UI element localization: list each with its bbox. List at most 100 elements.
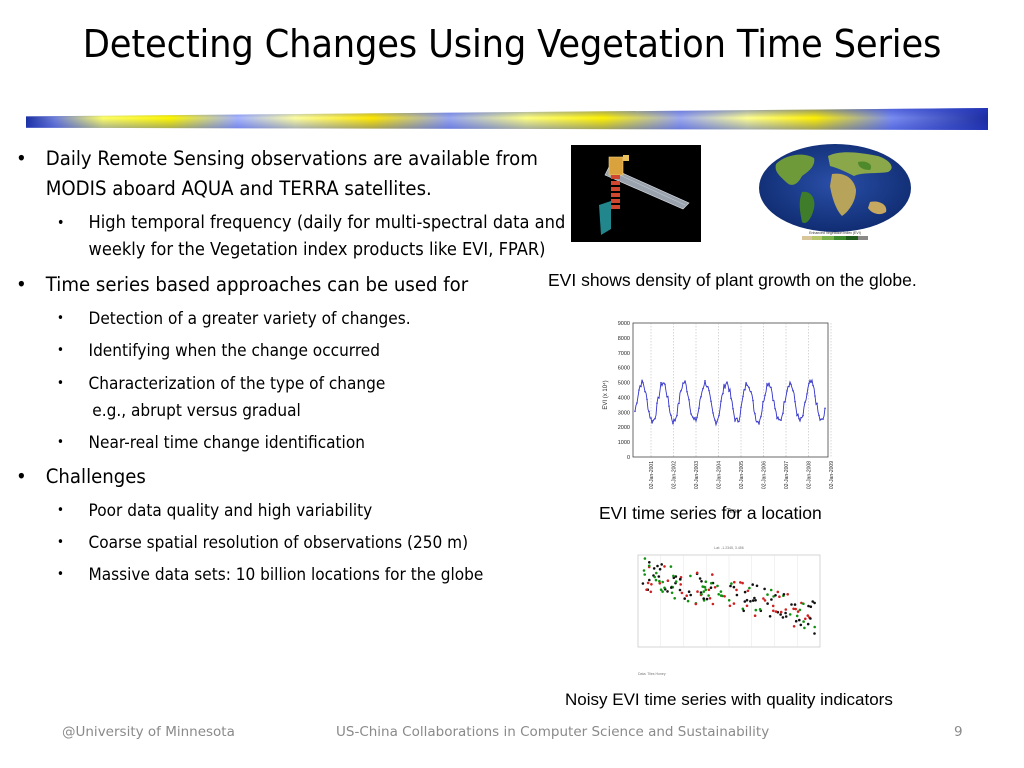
evi-quality-point [727, 599, 731, 602]
evi-quality-point [655, 571, 658, 575]
evi-quality-point [707, 594, 710, 597]
y-tick-label: 9000 [618, 321, 630, 327]
evi-point [780, 419, 782, 421]
evi-point [816, 402, 818, 405]
evi-quality-point [701, 585, 704, 588]
y-tick-label: 5000 [618, 381, 630, 387]
bullet-text: Massive data sets: 10 billion locations … [88, 565, 484, 584]
evi-quality-point [707, 588, 711, 592]
evi-quality-point [813, 625, 816, 629]
bullet-ch-item: • Poor data quality and high variability [16, 498, 619, 524]
evi-quality-point [774, 610, 778, 613]
evi-point [814, 395, 816, 397]
evi-point [778, 418, 780, 421]
evi-point [680, 390, 682, 392]
evi-point [796, 414, 798, 417]
evi-point [740, 406, 742, 409]
x-tick-label: 02-Jan-2003 [694, 461, 700, 489]
evi-point [788, 385, 790, 388]
evi-quality-point [807, 604, 810, 608]
evi-quality-point [735, 593, 739, 597]
evi-quality-point [754, 608, 758, 612]
evi-quality-point [704, 588, 708, 592]
bullet-dot: • [16, 147, 27, 170]
evi-point [658, 397, 660, 399]
x-tick-label: 02-Jan-2002 [672, 461, 678, 489]
decorative-banner-shade [26, 108, 988, 130]
evi-quality-point [748, 586, 751, 590]
noisy-evi-chart: Lat: -1.2345, 3.456 Data: Tiles Honey [616, 537, 826, 682]
evi-quality-point [654, 578, 658, 582]
evi-series-line [634, 378, 826, 427]
evi-quality-point [652, 567, 656, 570]
evi-quality-point [784, 615, 788, 618]
globe-evi-map: Enhanced Vegetation Index (EVI) [759, 144, 911, 240]
y-tick-label: 0 [627, 455, 630, 461]
evi-point [808, 382, 810, 385]
evi-quality-point [649, 590, 653, 594]
evi-point [764, 394, 766, 397]
evi-point [734, 420, 736, 422]
evi-point [720, 400, 722, 402]
evi-quality-point [813, 601, 816, 605]
chart2-bottom-label: Data: Tiles Honey [638, 672, 666, 676]
slide-title: Detecting Changes Using Vegetation Time … [82, 22, 942, 66]
caption-noisy: Noisy EVI time series with quality indic… [565, 690, 893, 709]
globe-evi-image: Enhanced Vegetation Index (EVI) [758, 142, 912, 246]
evi-point [670, 414, 672, 417]
evi-quality-point [713, 586, 717, 589]
evi-point [660, 381, 662, 384]
evi-quality-point [774, 594, 777, 597]
evi-point [736, 417, 738, 420]
x-tick-label: 02-Jan-2001 [649, 461, 655, 489]
noisy-evi-svg: Lat: -1.2345, 3.456 Data: Tiles Honey [637, 546, 821, 676]
caption-globe: EVI shows density of plant growth on the… [548, 270, 917, 290]
evi-point [714, 419, 716, 421]
evi-quality-point [694, 602, 698, 606]
bullet-text: Coarse spatial resolution of observation… [88, 533, 469, 552]
evi-point [726, 381, 728, 383]
evi-quality-point [702, 597, 705, 600]
evi-quality-point [741, 607, 745, 611]
evi-quality-point [758, 608, 762, 611]
evi-point [644, 390, 646, 393]
evi-quality-point [746, 589, 750, 593]
evi-quality-point [733, 580, 736, 584]
evi-point [634, 410, 636, 413]
chart2-top-label: Lat: -1.2345, 3.456 [714, 546, 743, 550]
satellite-image [571, 145, 701, 242]
evi-quality-point [753, 596, 756, 600]
evi-point [730, 397, 732, 400]
evi-point [742, 395, 744, 398]
evi-point [664, 383, 666, 386]
bullet-dot: • [56, 343, 65, 358]
evi-quality-point [678, 577, 682, 581]
evi-quality-point [782, 593, 786, 596]
caption-time-series: EVI time series for a location [599, 503, 822, 523]
bullet-dot: • [56, 535, 65, 550]
evi-point [676, 414, 678, 417]
evi-point [642, 382, 644, 384]
evi-point [640, 385, 642, 388]
evi-point [662, 382, 664, 384]
evi-quality-point [802, 602, 805, 605]
evi-quality-point [795, 614, 799, 618]
y-axis-label: EVI (x 10⁴) [602, 380, 609, 409]
bullet-dot: • [56, 503, 65, 518]
evi-point [698, 407, 700, 409]
evi-quality-point [710, 581, 713, 585]
evi-point [690, 413, 692, 415]
evi-quality-point [784, 611, 787, 615]
evi-point [790, 383, 792, 386]
evi-quality-point [685, 594, 688, 597]
evi-quality-point [803, 626, 806, 630]
evi-quality-point [779, 613, 782, 616]
evi-quality-point [741, 581, 744, 585]
evi-point [648, 410, 650, 413]
evi-quality-point [779, 610, 783, 614]
evi-quality-point [686, 599, 690, 603]
evi-point [792, 389, 794, 392]
evi-quality-point [666, 579, 670, 582]
bullet-ts-item: • Identifying when the change occurred [16, 338, 619, 364]
evi-quality-point [673, 597, 676, 600]
